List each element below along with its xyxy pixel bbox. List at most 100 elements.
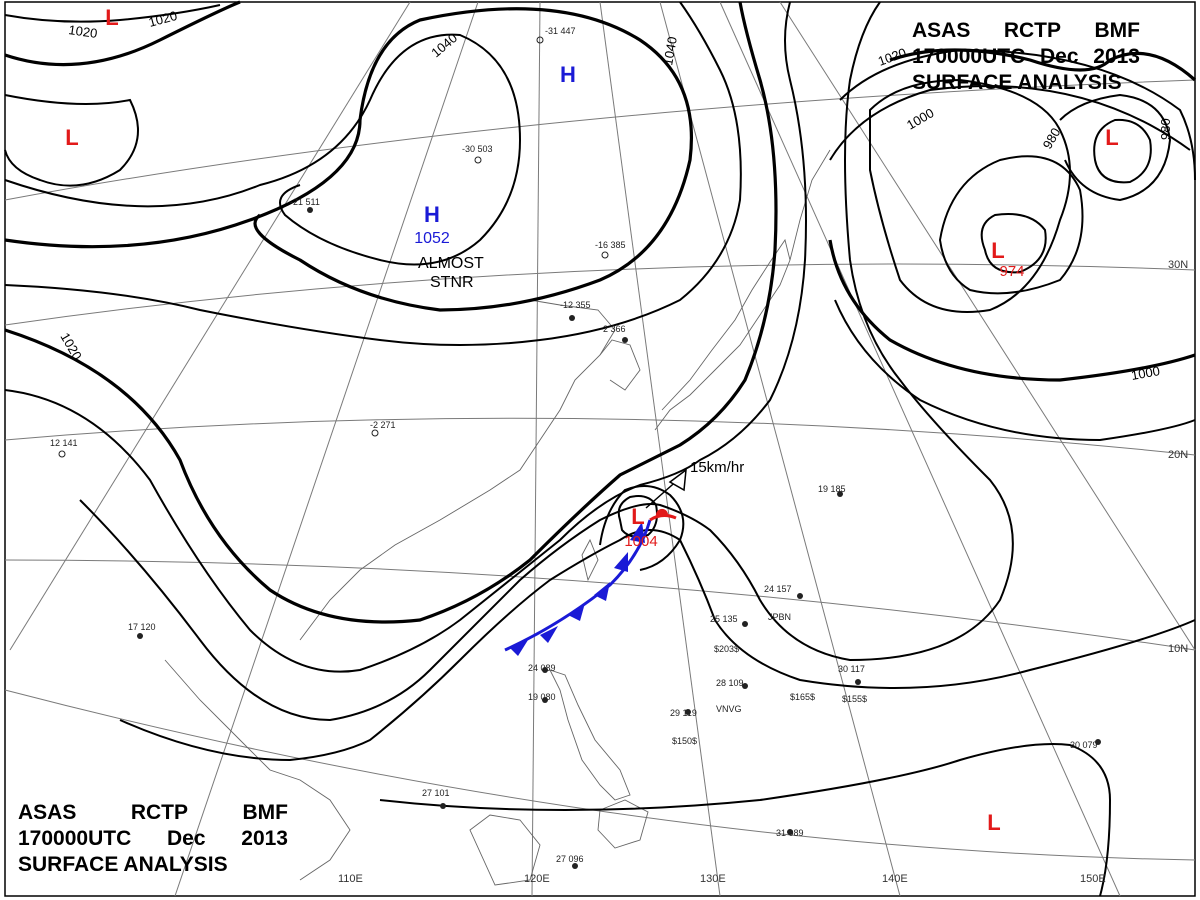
isobars: [4, 0, 1197, 897]
station-value: -2 366: [600, 324, 626, 334]
isobar: [4, 1, 742, 346]
station-value: 12 141: [50, 438, 78, 448]
high-center-value: 1052: [414, 230, 450, 247]
isobar: [4, 7, 694, 312]
title-row-1: ASAS RCTP BMF: [912, 18, 1140, 44]
motion-speed-label: 15km/hr: [690, 459, 744, 476]
title-time: 170000UTC: [18, 827, 132, 850]
cold-front-triangle: [594, 582, 610, 601]
station-value: 30 117: [838, 664, 865, 674]
parallel-40n: [4, 79, 1196, 201]
station-plot: -16 385: [595, 240, 626, 259]
longitude-label: 120E: [524, 873, 550, 885]
title-row-2: 170000UTC Dec 2013: [18, 826, 288, 852]
low-center-symbol: L: [65, 125, 78, 150]
station-value: 29 119: [670, 708, 697, 718]
pressure-centers: H H 1052 L L L 974 L 1004 L L: [65, 5, 1118, 835]
coast-borneo: [469, 814, 541, 886]
isobar: [980, 213, 1047, 274]
station-plot: 12 141: [50, 438, 78, 458]
isobar-label: 980: [1158, 118, 1173, 140]
station-plot: 25 135: [710, 614, 748, 627]
title-month: Dec: [1039, 45, 1079, 68]
station-label: JPBN: [768, 612, 791, 622]
cold-front-triangle: [540, 626, 558, 643]
warm-front: [649, 508, 677, 522]
station-plot: -21 511: [290, 197, 320, 213]
station-plot: 24 157: [764, 584, 803, 599]
station-plot: -31 447: [536, 26, 576, 44]
meridian-130e: [599, 1, 721, 897]
station-value: 24 157: [764, 584, 792, 594]
station-value: -16 385: [595, 240, 626, 250]
station-value: 24 089: [528, 663, 556, 673]
coastlines: [164, 149, 831, 886]
coast-indochina: [164, 659, 351, 881]
isobar: [1093, 118, 1152, 184]
title-row-3: SURFACE ANALYSIS: [912, 71, 1122, 94]
coast-luzon: [549, 669, 631, 801]
station-value: 27 101: [422, 788, 450, 798]
latitude-label: 20N: [1168, 449, 1188, 461]
isobar-label: 1020: [68, 22, 99, 41]
title-code: BMF: [1094, 19, 1141, 42]
station-value: 27 096: [556, 854, 584, 864]
station-value: -21 511: [290, 197, 320, 207]
low-center-symbol: L: [631, 504, 644, 529]
station-label: $203$: [714, 644, 739, 654]
isobar: [379, 743, 1112, 897]
isobar: [834, 299, 1196, 442]
isobar: [4, 1, 807, 673]
isobar-label: 1020: [147, 8, 179, 30]
coast-taiwan: [581, 538, 599, 582]
title-agency: ASAS: [18, 801, 77, 824]
isobar: [4, 0, 241, 67]
longitude-label: 110E: [338, 873, 363, 885]
title-block-bottom: ASAS RCTP BMF 170000UTC Dec 2013 SURFACE…: [18, 800, 288, 878]
station-value: -31 447: [545, 26, 576, 36]
warm-front-semicircle: [655, 508, 668, 516]
longitude-label: 140E: [882, 873, 908, 885]
longitude-label: 150E: [1080, 873, 1106, 885]
station-plot: 19 185: [818, 484, 846, 497]
high-center-symbol: H: [424, 202, 440, 227]
low-center-value: 974: [999, 263, 1024, 280]
graticule: [4, 1, 1196, 897]
title-time: 170000UTC: [912, 45, 1026, 68]
title-row-2: 170000UTC Dec 2013: [912, 44, 1140, 70]
low-center-symbol: L: [987, 810, 1000, 835]
station-value: -2 271: [370, 420, 396, 430]
cold-front-triangle: [510, 640, 528, 656]
cold-front-triangle: [568, 603, 585, 621]
station-value: 25 135: [710, 614, 738, 624]
station-label: $150$: [672, 736, 697, 746]
isobar: [4, 1, 778, 624]
parallel-0n: [4, 689, 1196, 861]
station-plot: 28 109: [716, 678, 748, 689]
station-label: $165$: [790, 692, 815, 702]
station-plot: 17 120: [128, 622, 156, 639]
isobar: [889, 48, 1197, 82]
isobar-label: 1000: [904, 105, 937, 132]
low-center-value: 1004: [624, 533, 657, 550]
coast-mindanao: [597, 799, 649, 849]
title-station: RCTP: [1003, 19, 1062, 42]
stationary-annotation: ALMOST STNR: [418, 255, 484, 291]
isobar: [938, 155, 1084, 295]
isobar: [869, 78, 1071, 313]
low-center-symbol: L: [1105, 125, 1118, 150]
isobar: [1059, 93, 1172, 202]
station-plot: 27 101: [422, 788, 450, 809]
station-plots: -31 447 -30 503 -21 511 -16 385 -12 355 …: [50, 26, 1101, 869]
station-plot: -2 271: [370, 420, 396, 437]
title-month: Dec: [166, 827, 206, 850]
station-value: 19 185: [818, 484, 846, 494]
station-plot: 19 080: [528, 692, 556, 703]
grid-labels: 110E 120E 130E 140E 150E 30N 20N 10N: [338, 259, 1188, 885]
isobar-labels: 1020 1020 1040 1040 1020 1020 1000 980 9…: [57, 8, 1173, 383]
isobar: [4, 33, 522, 266]
parallel-10n: [4, 559, 1196, 651]
station-plot: 30 079: [1070, 739, 1101, 750]
isobar: [829, 85, 1191, 161]
